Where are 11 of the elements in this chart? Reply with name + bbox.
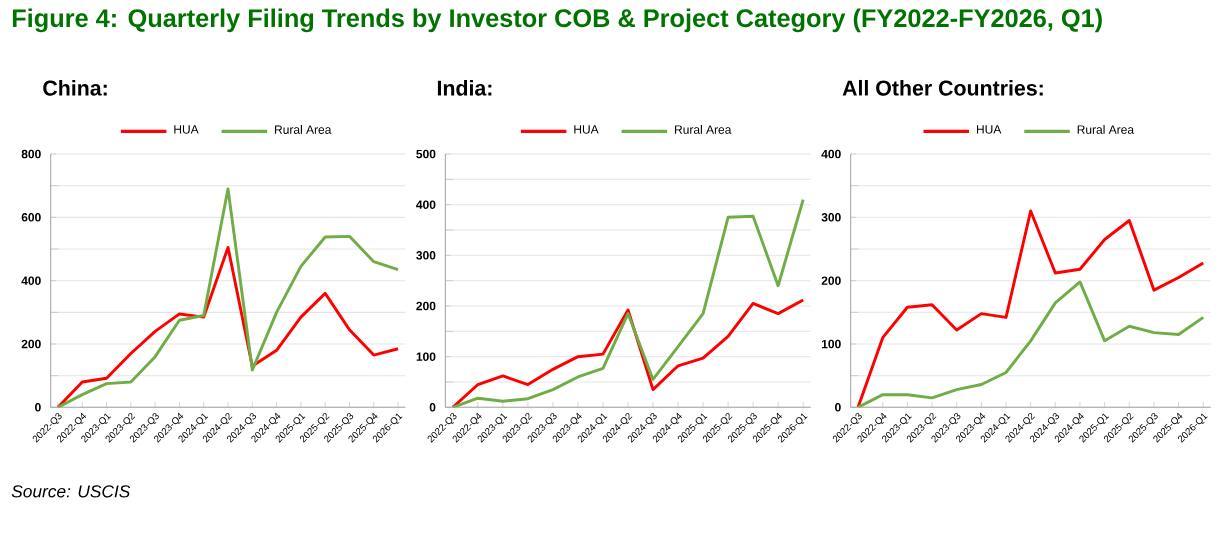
chart-subtitle: India: — [437, 79, 492, 96]
line-series — [56, 187, 400, 408]
line-series — [451, 198, 805, 408]
chart-subtitle: China: — [43, 79, 107, 96]
text: Figure 4: Quarterly Filing Trends by Investor COB & Project Category (FY2022-FY2026, Q1) — [12, 8, 1102, 33]
line-series — [856, 280, 1205, 408]
line-series — [56, 245, 400, 408]
chart-subtitle: All Other Countries: — [842, 79, 1043, 96]
line-series — [451, 298, 805, 408]
line-series — [856, 209, 1205, 408]
source-note: Source: USCIS — [11, 485, 131, 498]
